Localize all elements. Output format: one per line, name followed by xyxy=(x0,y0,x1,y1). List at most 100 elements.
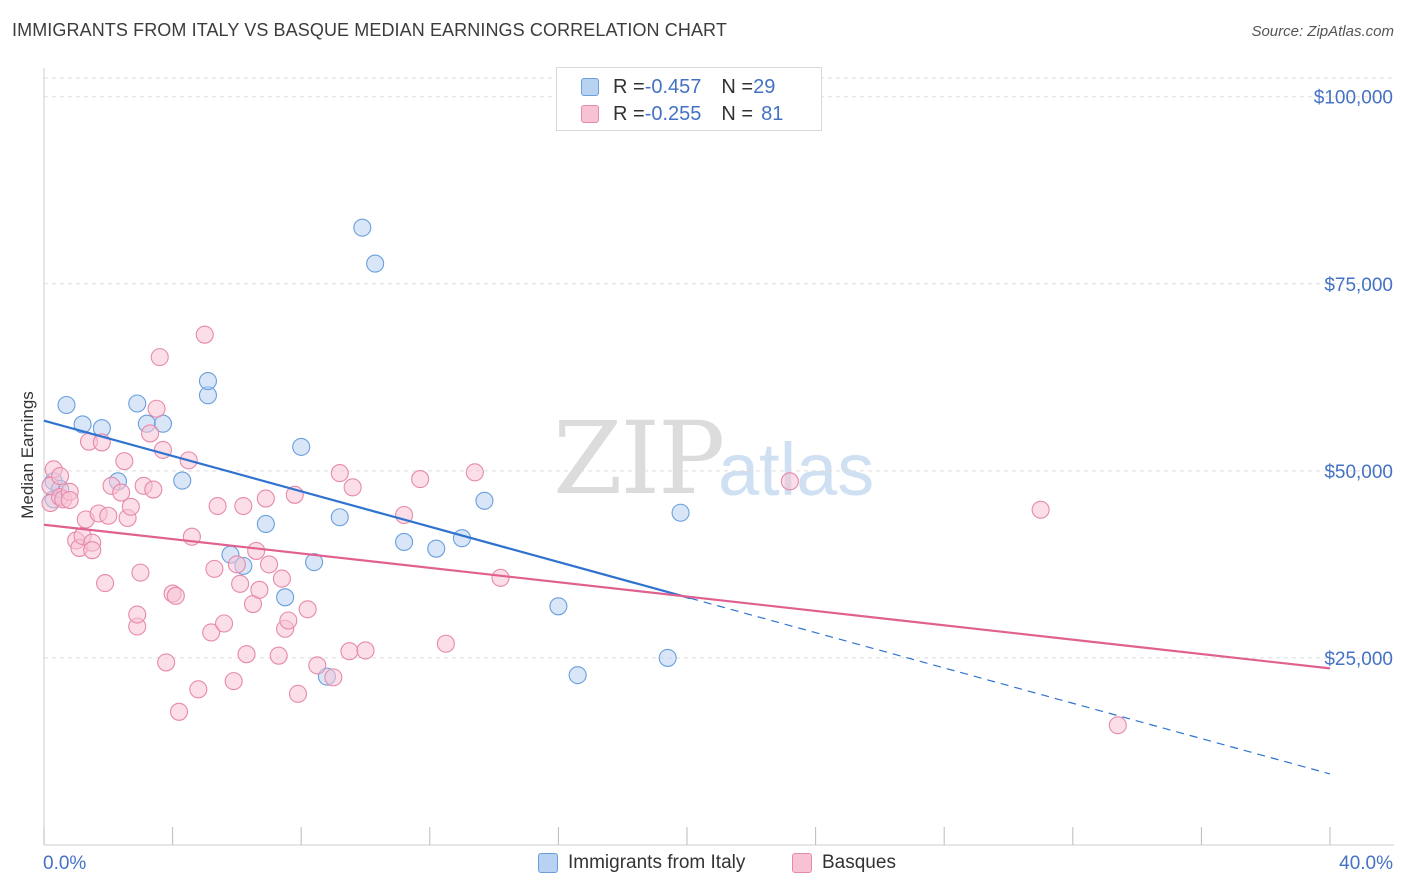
data-point-basques xyxy=(279,611,298,630)
data-point-italy xyxy=(256,514,275,534)
data-point-basques xyxy=(465,463,484,482)
data-point-basques xyxy=(780,472,799,491)
bottom-legend-label-italy: Immigrants from Italy xyxy=(568,852,746,873)
x-tick-label: 40.0% xyxy=(1339,853,1393,874)
legend-r-value: -0.255 xyxy=(644,102,702,125)
data-point-basques xyxy=(147,399,166,418)
data-point-basques xyxy=(411,470,430,489)
data-point-basques xyxy=(51,467,70,486)
data-point-basques xyxy=(60,490,79,510)
data-point-basques xyxy=(269,646,288,665)
data-point-basques xyxy=(356,641,375,660)
data-point-basques xyxy=(189,680,208,699)
legend-swatch-italy xyxy=(581,78,599,96)
legend-n-label: N = xyxy=(721,102,754,125)
data-point-basques xyxy=(250,580,269,599)
legend-n-value: 29 xyxy=(753,75,776,98)
trendline-italy xyxy=(43,419,691,600)
data-point-basques xyxy=(308,656,327,675)
data-point-basques xyxy=(144,480,163,499)
data-point-basques xyxy=(195,325,214,344)
watermark-atlas: atlas xyxy=(718,428,875,511)
data-point-italy xyxy=(198,372,218,391)
legend-n-value: 81 xyxy=(761,102,784,125)
data-point-basques xyxy=(324,668,343,687)
data-point-basques xyxy=(234,496,253,516)
data-point-italy xyxy=(128,394,147,413)
data-point-basques xyxy=(121,497,140,516)
data-point-basques xyxy=(1031,500,1050,519)
trendline-basques xyxy=(43,523,1331,670)
data-point-italy xyxy=(292,437,311,456)
data-point-basques xyxy=(83,541,102,560)
y-tick-label: $75,000 xyxy=(1324,275,1393,296)
data-point-italy xyxy=(475,491,494,510)
data-point-basques xyxy=(436,634,455,653)
y-tick-label: $50,000 xyxy=(1324,462,1393,483)
data-point-basques xyxy=(288,684,308,703)
chart-title: IMMIGRANTS FROM ITALY VS BASQUE MEDIAN E… xyxy=(12,20,727,40)
data-point-italy xyxy=(153,414,173,433)
data-point-basques xyxy=(272,569,291,588)
legend-row-basques: R = -0.255 N = 81 xyxy=(581,102,783,126)
data-point-basques xyxy=(298,600,317,619)
data-point-basques xyxy=(224,672,243,691)
data-point-basques xyxy=(227,555,246,574)
bottom-legend-swatch-italy xyxy=(538,853,558,873)
data-point-italy xyxy=(73,415,92,434)
data-point-basques xyxy=(99,506,118,525)
data-point-basques xyxy=(208,496,227,516)
y-tick-label: $100,000 xyxy=(1314,88,1393,109)
data-point-basques xyxy=(491,568,510,587)
correlation-legend: R = -0.457 N = 29 R = -0.255 N = 81 xyxy=(556,67,822,131)
y-axis-label: Median Earnings xyxy=(18,391,37,519)
data-point-basques xyxy=(169,702,189,721)
data-point-basques xyxy=(96,574,115,593)
data-point-italy xyxy=(57,395,76,415)
data-point-italy xyxy=(305,553,324,572)
data-point-italy xyxy=(658,648,677,667)
data-point-italy xyxy=(395,532,414,551)
data-point-basques xyxy=(115,452,134,471)
data-point-basques xyxy=(256,489,275,508)
data-point-basques xyxy=(166,586,185,605)
data-point-basques xyxy=(237,645,256,664)
data-point-italy xyxy=(427,539,446,558)
legend-n-label: N = xyxy=(721,75,754,98)
data-point-basques xyxy=(157,653,176,672)
data-point-basques xyxy=(112,483,131,502)
data-point-basques xyxy=(214,614,234,633)
bottom-legend-basques: Basques xyxy=(792,852,896,874)
data-point-basques xyxy=(205,559,224,578)
data-point-basques xyxy=(231,574,250,593)
data-point-basques xyxy=(247,541,266,560)
data-point-basques xyxy=(128,605,147,624)
data-point-basques xyxy=(131,563,150,582)
data-point-italy xyxy=(568,666,587,685)
data-point-basques xyxy=(340,642,359,661)
watermark-zip: ZIP xyxy=(553,400,725,517)
legend-r-label: R = xyxy=(613,75,645,98)
data-point-basques xyxy=(259,555,279,574)
data-point-italy xyxy=(549,597,568,616)
y-tick-label: $25,000 xyxy=(1324,649,1393,670)
data-point-basques xyxy=(343,478,362,497)
legend-r-label: R = xyxy=(613,102,645,125)
bottom-legend-swatch-basques xyxy=(792,853,812,873)
data-point-italy xyxy=(276,588,295,607)
legend-swatch-basques xyxy=(581,105,599,123)
x-tick-label: 0.0% xyxy=(43,853,86,874)
bottom-legend-label-basques: Basques xyxy=(822,852,896,873)
legend-row-italy: R = -0.457 N = 29 xyxy=(581,75,775,99)
data-point-italy xyxy=(330,508,349,527)
bottom-legend-italy: Immigrants from Italy xyxy=(538,852,745,874)
data-point-italy xyxy=(671,503,690,522)
data-point-italy xyxy=(173,471,192,490)
data-point-basques xyxy=(141,424,160,443)
data-point-italy xyxy=(366,254,385,273)
legend-r-value: -0.457 xyxy=(644,75,702,98)
data-point-basques xyxy=(150,348,169,367)
trendline-extension-italy xyxy=(690,597,1331,775)
data-point-basques xyxy=(1108,716,1127,735)
